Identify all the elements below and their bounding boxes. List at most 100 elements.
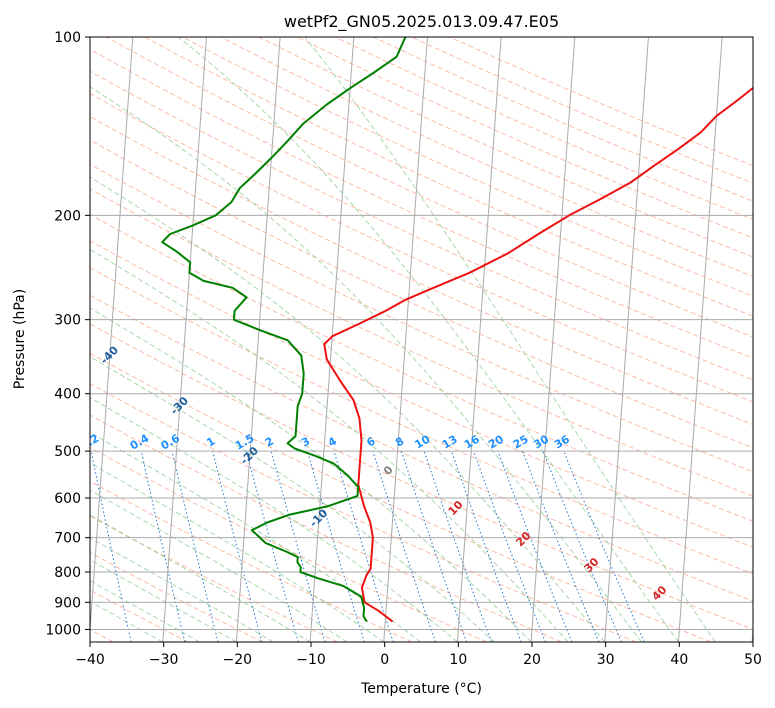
mixing-ratio-line (497, 450, 573, 642)
dry-adiabat-line (90, 323, 753, 630)
dry-adiabat-line (90, 139, 753, 449)
mixing-ratio-label: 6 (365, 434, 378, 449)
moist-adiabat-line (90, 600, 164, 642)
moist-adiabat-line (90, 356, 495, 642)
isotherm-line (530, 37, 576, 642)
isotherm-line (309, 37, 355, 642)
x-tick-label: 50 (744, 652, 762, 668)
y-axis-label: Pressure (hPa) (12, 289, 28, 389)
mixing-ratio-label: 0.4 (128, 431, 152, 452)
moist-adiabat-line (177, 37, 679, 642)
dry-adiabat-line (220, 37, 753, 277)
mixing-ratio-label: 3 (299, 435, 312, 450)
mixing-ratio-line (542, 450, 622, 642)
isotherm-line (604, 37, 649, 642)
y-tick-label: 700 (54, 531, 81, 547)
y-tick-label: 600 (54, 491, 81, 507)
isotherm-line (677, 37, 723, 642)
x-tick-label: −30 (149, 652, 179, 668)
mixing-ratio-label: 20 (486, 432, 506, 451)
dry-adiabat-line (296, 37, 753, 239)
isotherm-line (162, 37, 207, 642)
mixing-ratio-label: 10 (413, 432, 433, 451)
mixing-ratio-label: 36 (552, 432, 572, 451)
moist-adiabat-label: 10 (446, 498, 466, 518)
dry-adiabat-line (90, 515, 338, 642)
y-tick-label: 400 (54, 387, 81, 403)
x-axis-ticks: −40 −30 −20 −10 0 10 20 30 40 50 (75, 642, 762, 668)
moist-adiabat-line (90, 462, 385, 642)
mixing-ratio-label: 4 (326, 434, 339, 449)
isotherm-line (235, 37, 281, 642)
mixing-ratio-line (212, 450, 263, 642)
moist-adiabat-line (90, 176, 606, 642)
dry-adiabat-line (90, 188, 753, 497)
dry-adiabat-line (90, 294, 753, 602)
sounding-traces (161, 37, 753, 623)
dry-adiabat-line (182, 37, 753, 297)
mixing-ratio-label: 1 (204, 435, 217, 450)
dry-adiabat-line (90, 70, 753, 381)
y-tick-label: 100 (54, 30, 81, 46)
moist-adiabat-line (90, 86, 642, 642)
isotherm-line (383, 37, 428, 642)
isotherm-label: -50 (28, 294, 51, 317)
mixing-ratio-label: 13 (440, 433, 460, 452)
isotherm-line (90, 37, 134, 637)
y-tick-label: 1000 (45, 622, 81, 638)
background-lines (90, 37, 753, 642)
y-axis-ticks: 1000 900 800 700 600 500 400 300 200 100 (45, 30, 90, 638)
temperature-line (323, 86, 753, 623)
dry-adiabat-line (90, 48, 753, 359)
mixing-ratio-line (372, 450, 436, 642)
dewpoint-line (161, 37, 407, 623)
mixing-ratio-label: 0.2 (78, 432, 101, 453)
dry-adiabat-line (144, 37, 753, 317)
moist-adiabat-line (90, 489, 348, 642)
moist-adiabat-line (90, 537, 274, 642)
plot-area: -100-90-80-70-60-50-40-30-20-100.10.20.4… (28, 37, 753, 642)
x-axis-label: Temperature (°C) (360, 681, 482, 697)
moist-adiabat-line (304, 37, 716, 642)
mixing-ratio-line (171, 450, 219, 642)
mixing-ratio-line (270, 450, 326, 642)
x-tick-label: −40 (75, 652, 105, 668)
moist-adiabat-label: 40 (649, 583, 669, 603)
mixing-ratio-line (563, 450, 645, 642)
x-tick-label: 20 (523, 652, 541, 668)
mixing-ratio-line (245, 450, 299, 642)
y-tick-label: 300 (54, 313, 81, 329)
x-tick-label: −10 (296, 652, 326, 668)
dry-adiabat-line (411, 37, 753, 184)
moist-adiabat-line (90, 580, 200, 642)
x-tick-label: 10 (449, 652, 467, 668)
dry-adiabat-line (90, 589, 189, 642)
dry-adiabat-line (90, 352, 711, 642)
mixing-ratio-line (140, 450, 186, 642)
moist-adiabat-line (90, 559, 237, 642)
mixing-ratio-label: 16 (462, 432, 482, 451)
dry-adiabat-line (90, 240, 753, 548)
moist-adiabat-line (90, 307, 532, 642)
y-tick-label: 200 (54, 208, 81, 224)
dry-adiabat-line (373, 37, 753, 202)
dry-adiabat-line (90, 116, 753, 426)
dry-adiabat-line (90, 383, 637, 642)
mixing-ratio-line (90, 451, 132, 642)
isotherm-line (751, 622, 753, 642)
mixing-ratio-label: 30 (531, 432, 551, 451)
x-tick-label: 0 (380, 652, 389, 668)
mixing-ratio-line (306, 450, 365, 642)
moist-adiabat-line (90, 248, 569, 642)
y-tick-label: 900 (54, 595, 81, 611)
x-tick-label: 30 (597, 652, 615, 668)
plot-frame (89, 36, 754, 643)
dry-adiabat-line (90, 93, 753, 403)
dry-adiabat-line (90, 163, 753, 473)
y-tick-label: 800 (54, 565, 81, 581)
mixing-ratio-line (400, 450, 468, 642)
mixing-ratio-line (423, 450, 492, 642)
dry-adiabat-line (105, 37, 753, 338)
line-labels: -100-90-80-70-60-50-40-30-20-100.10.20.4… (28, 294, 670, 603)
